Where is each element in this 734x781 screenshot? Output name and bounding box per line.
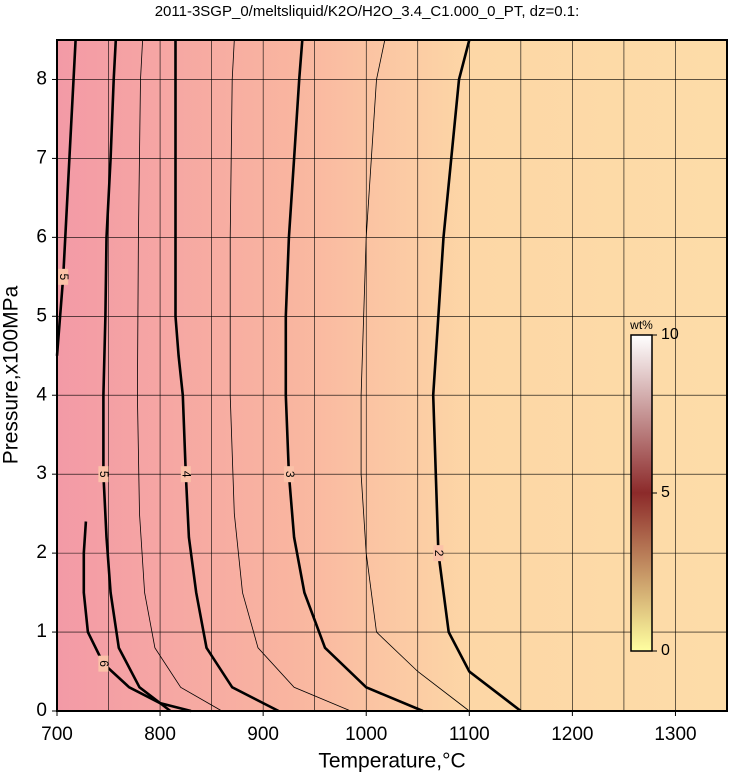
contour-label: 3 <box>283 471 297 478</box>
y-tick-label: 1 <box>36 621 47 642</box>
contour-line <box>136 39 223 712</box>
y-tick-label: 6 <box>36 226 47 247</box>
x-axis-label: Temperature,°C <box>318 750 465 773</box>
chart-title: 2011-3SGP_0/meltsliquid/K2O/H2O_3.4_C1.0… <box>155 3 580 20</box>
contour-line <box>174 40 280 713</box>
contour-label-bg <box>98 466 109 483</box>
contour-label-bg <box>433 545 444 562</box>
contour-label-bg <box>98 655 109 672</box>
x-tick-label: 800 <box>144 724 176 745</box>
contour-label-bg <box>180 466 191 483</box>
y-tick-label: 2 <box>36 542 47 563</box>
y-tick-label: 5 <box>36 305 47 326</box>
colorbar-tick-label: 5 <box>661 484 670 501</box>
colorbar-label: wt% <box>629 318 653 332</box>
x-tick-label: 700 <box>41 724 73 745</box>
contour-line <box>431 39 522 713</box>
y-tick-label: 4 <box>36 384 47 405</box>
y-tick-label: 7 <box>36 147 47 168</box>
y-tick-label: 0 <box>36 700 47 721</box>
contour-label: 4 <box>180 471 194 478</box>
contour-line <box>55 39 77 356</box>
contour-label-bg <box>283 466 294 483</box>
y-tick-label: 8 <box>36 68 47 89</box>
colorbar <box>630 334 653 652</box>
contour-line <box>284 39 424 713</box>
x-tick-label: 900 <box>247 724 279 745</box>
contour-label: 5 <box>97 471 111 478</box>
contour-line <box>82 521 192 713</box>
contour-label: 5 <box>57 273 71 280</box>
contour-label-bg <box>58 268 69 285</box>
contour-line <box>102 39 172 713</box>
y-tick-label: 3 <box>36 463 47 484</box>
contour-label: 6 <box>97 660 111 667</box>
x-tick-label: 1100 <box>449 724 490 745</box>
x-tick-label: 1300 <box>654 724 696 745</box>
y-axis-label: Pressure,x100MPa <box>0 285 23 464</box>
colorbar-tick-label: 0 <box>661 642 670 659</box>
contour-line <box>229 39 351 712</box>
contour-label: 2 <box>432 550 446 557</box>
plot-background <box>57 40 727 711</box>
x-tick-label: 1200 <box>551 724 593 745</box>
x-tick-label: 1000 <box>345 724 387 745</box>
colorbar-tick-label: 10 <box>661 326 679 343</box>
plot-frame <box>56 39 728 712</box>
contour-line <box>360 39 470 712</box>
